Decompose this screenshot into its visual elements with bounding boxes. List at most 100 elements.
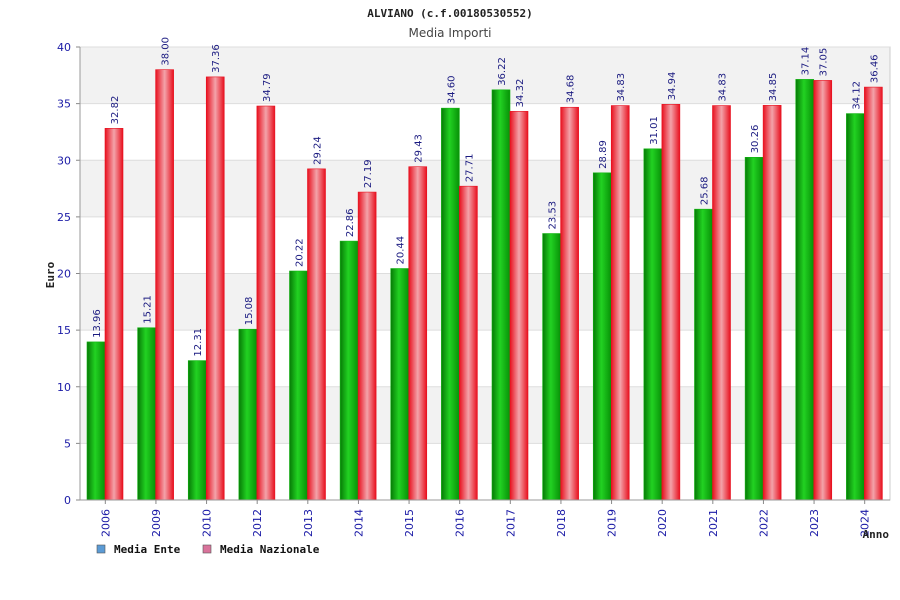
- data-label: 38.00: [161, 37, 172, 66]
- legend-label-media-ente: Media Ente: [114, 543, 181, 556]
- y-tick-label: 25: [57, 211, 71, 224]
- data-label: 34.79: [262, 73, 273, 102]
- data-label: 27.19: [363, 159, 374, 188]
- x-axis: 2006 2009 2010 2012 2013 2014 2015 2016 2017 2018…: [99, 500, 872, 537]
- data-label: 27.71: [464, 154, 475, 183]
- data-label: 34.83: [616, 73, 627, 102]
- x-tick-label: 2018: [555, 509, 568, 537]
- data-label: 34.68: [566, 75, 577, 104]
- bar-media-ente: [694, 208, 713, 501]
- bar-media-ente: [390, 268, 410, 501]
- bar-media-nazionale: [813, 80, 833, 501]
- bar-media-nazionale: [155, 69, 174, 501]
- bar-media-ente: [846, 113, 865, 501]
- y-tick-label: 10: [57, 381, 71, 394]
- data-label: 36.46: [869, 54, 880, 83]
- y-tick-label: 0: [64, 494, 71, 507]
- bar-media-nazionale: [610, 105, 630, 501]
- bar-media-ente: [137, 327, 156, 501]
- bar-media-nazionale: [307, 168, 326, 501]
- data-label: 36.22: [497, 57, 508, 86]
- bar-media-ente: [744, 157, 764, 501]
- bar-media-ente: [592, 172, 612, 501]
- bar-media-ente: [795, 79, 815, 501]
- data-label: 22.86: [345, 208, 356, 237]
- bar-media-ente: [86, 341, 106, 501]
- data-label: 29.24: [313, 136, 324, 165]
- data-label: 15.21: [143, 295, 154, 324]
- x-tick-label: 2006: [99, 509, 112, 537]
- data-label: 28.89: [598, 140, 609, 169]
- x-axis-label: Anno: [863, 528, 890, 541]
- y-tick-label: 30: [57, 154, 71, 167]
- data-label: 25.68: [700, 177, 711, 206]
- data-label: 34.12: [851, 81, 862, 110]
- data-label: 32.82: [110, 96, 121, 125]
- y-tick-label: 5: [64, 437, 71, 450]
- data-labels: 13.96 32.82 15.21 38.00 12.31 37.36 15.08 34.79…: [92, 37, 880, 357]
- x-tick-label: 2010: [201, 509, 214, 537]
- data-label: 34.94: [667, 72, 678, 101]
- bar-media-ente: [187, 360, 207, 501]
- x-tick-label: 2015: [403, 509, 416, 537]
- data-label: 34.60: [446, 76, 457, 105]
- y-axis: 0 5 10 15 20 25 30 35 40: [57, 41, 890, 507]
- x-tick-label: 2019: [606, 509, 619, 537]
- data-label: 31.01: [649, 116, 660, 145]
- data-label: 37.14: [801, 47, 812, 76]
- data-label: 37.36: [211, 44, 222, 73]
- x-tick-label: 2021: [707, 509, 720, 537]
- y-tick-label: 20: [57, 268, 71, 281]
- bar-media-ente: [491, 89, 511, 501]
- data-label: 20.44: [396, 236, 407, 265]
- bar-media-nazionale: [408, 166, 428, 501]
- y-axis-label: Euro: [44, 261, 57, 288]
- bar-media-nazionale: [205, 76, 225, 501]
- bar-media-ente: [441, 107, 460, 501]
- legend: Media Ente Media Nazionale: [96, 543, 320, 556]
- bar-media-ente: [238, 328, 258, 501]
- x-tick-label: 2009: [150, 509, 163, 537]
- x-tick-label: 2023: [808, 509, 821, 537]
- legend-label-media-nazionale: Media Nazionale: [220, 543, 320, 556]
- data-label: 34.85: [768, 73, 779, 102]
- bar-media-nazionale: [762, 105, 782, 501]
- data-label: 12.31: [193, 328, 204, 357]
- data-label: 23.53: [548, 201, 559, 230]
- x-tick-label: 2022: [757, 509, 770, 537]
- x-tick-label: 2016: [454, 509, 467, 537]
- data-label: 30.26: [750, 125, 761, 154]
- bar-media-nazionale: [560, 106, 579, 501]
- x-tick-label: 2012: [251, 509, 264, 537]
- bar-media-nazionale: [509, 111, 529, 501]
- x-tick-label: 2017: [504, 509, 517, 537]
- bar-media-nazionale: [104, 128, 124, 501]
- bars: [86, 69, 883, 501]
- legend-swatch-media-nazionale: [202, 544, 212, 554]
- legend-swatch-media-ente: [96, 544, 106, 554]
- chart-subtitle: Media Importi: [408, 26, 491, 40]
- y-tick-label: 40: [57, 41, 71, 54]
- y-tick-label: 35: [57, 98, 71, 111]
- data-label: 20.22: [295, 238, 306, 267]
- data-label: 37.05: [819, 48, 830, 77]
- data-label: 34.32: [515, 79, 526, 108]
- bar-media-nazionale: [357, 191, 377, 501]
- data-label: 29.43: [414, 134, 425, 163]
- bar-media-ente: [339, 240, 359, 501]
- bar-media-nazionale: [712, 105, 731, 501]
- bar-media-nazionale: [256, 105, 276, 501]
- bar-media-nazionale: [864, 86, 883, 501]
- chart-title: ALVIANO (c.f.00180530552): [367, 7, 533, 20]
- data-label: 34.83: [718, 73, 729, 102]
- bar-media-nazionale: [459, 185, 478, 501]
- data-label: 15.08: [244, 297, 255, 326]
- y-tick-label: 15: [57, 324, 71, 337]
- bar-media-ente: [289, 270, 308, 501]
- data-label: 13.96: [92, 309, 103, 338]
- bar-media-ente: [643, 148, 663, 501]
- x-tick-label: 2024: [859, 509, 872, 537]
- bar-media-ente: [542, 233, 561, 501]
- x-tick-label: 2020: [656, 509, 669, 537]
